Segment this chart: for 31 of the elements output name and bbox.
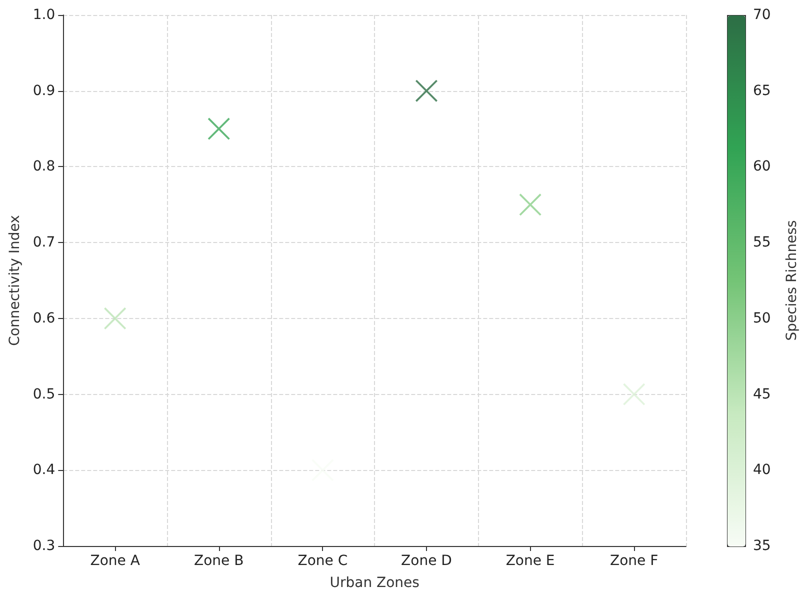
y-tick-label: 0.9	[32, 82, 56, 99]
x-tick-label: Zone D	[401, 553, 452, 569]
y-axis-title: Connectivity Index	[7, 215, 23, 346]
color-bar-title: Species Richness	[784, 220, 800, 341]
point	[519, 194, 542, 216]
color-bar-label: 40	[753, 462, 771, 478]
point	[623, 383, 646, 406]
y-tick-label: 0.8	[32, 158, 56, 175]
color-bar-label: 50	[753, 310, 771, 326]
point	[415, 80, 438, 102]
color-bar-label: 35	[753, 538, 771, 554]
point	[312, 459, 334, 482]
color-bar-label: 65	[753, 82, 771, 99]
color-bar-label: 70	[753, 7, 771, 23]
y-tick-label: 1.0	[32, 7, 56, 23]
x-tick-label: Zone B	[194, 553, 244, 569]
x-tick-label: Zone C	[298, 553, 348, 569]
x-axis-title: Urban Zones	[330, 575, 420, 591]
y-tick-label: 0.5	[32, 386, 56, 402]
y-tick-label: 0.3	[32, 538, 56, 554]
point	[208, 118, 230, 140]
color-bar-label: 45	[753, 386, 771, 402]
color-bar-label: 55	[753, 234, 771, 251]
x-tick-label: Zone A	[90, 553, 140, 569]
x-tick-label: Zone F	[610, 553, 658, 569]
y-tick-label: 0.7	[32, 234, 56, 251]
point	[104, 307, 126, 330]
y-tick-label: 0.4	[32, 462, 56, 478]
x-tick-label: Zone E	[506, 553, 555, 569]
color-bar-label: 60	[753, 158, 771, 175]
y-tick-label: 0.6	[32, 310, 56, 326]
